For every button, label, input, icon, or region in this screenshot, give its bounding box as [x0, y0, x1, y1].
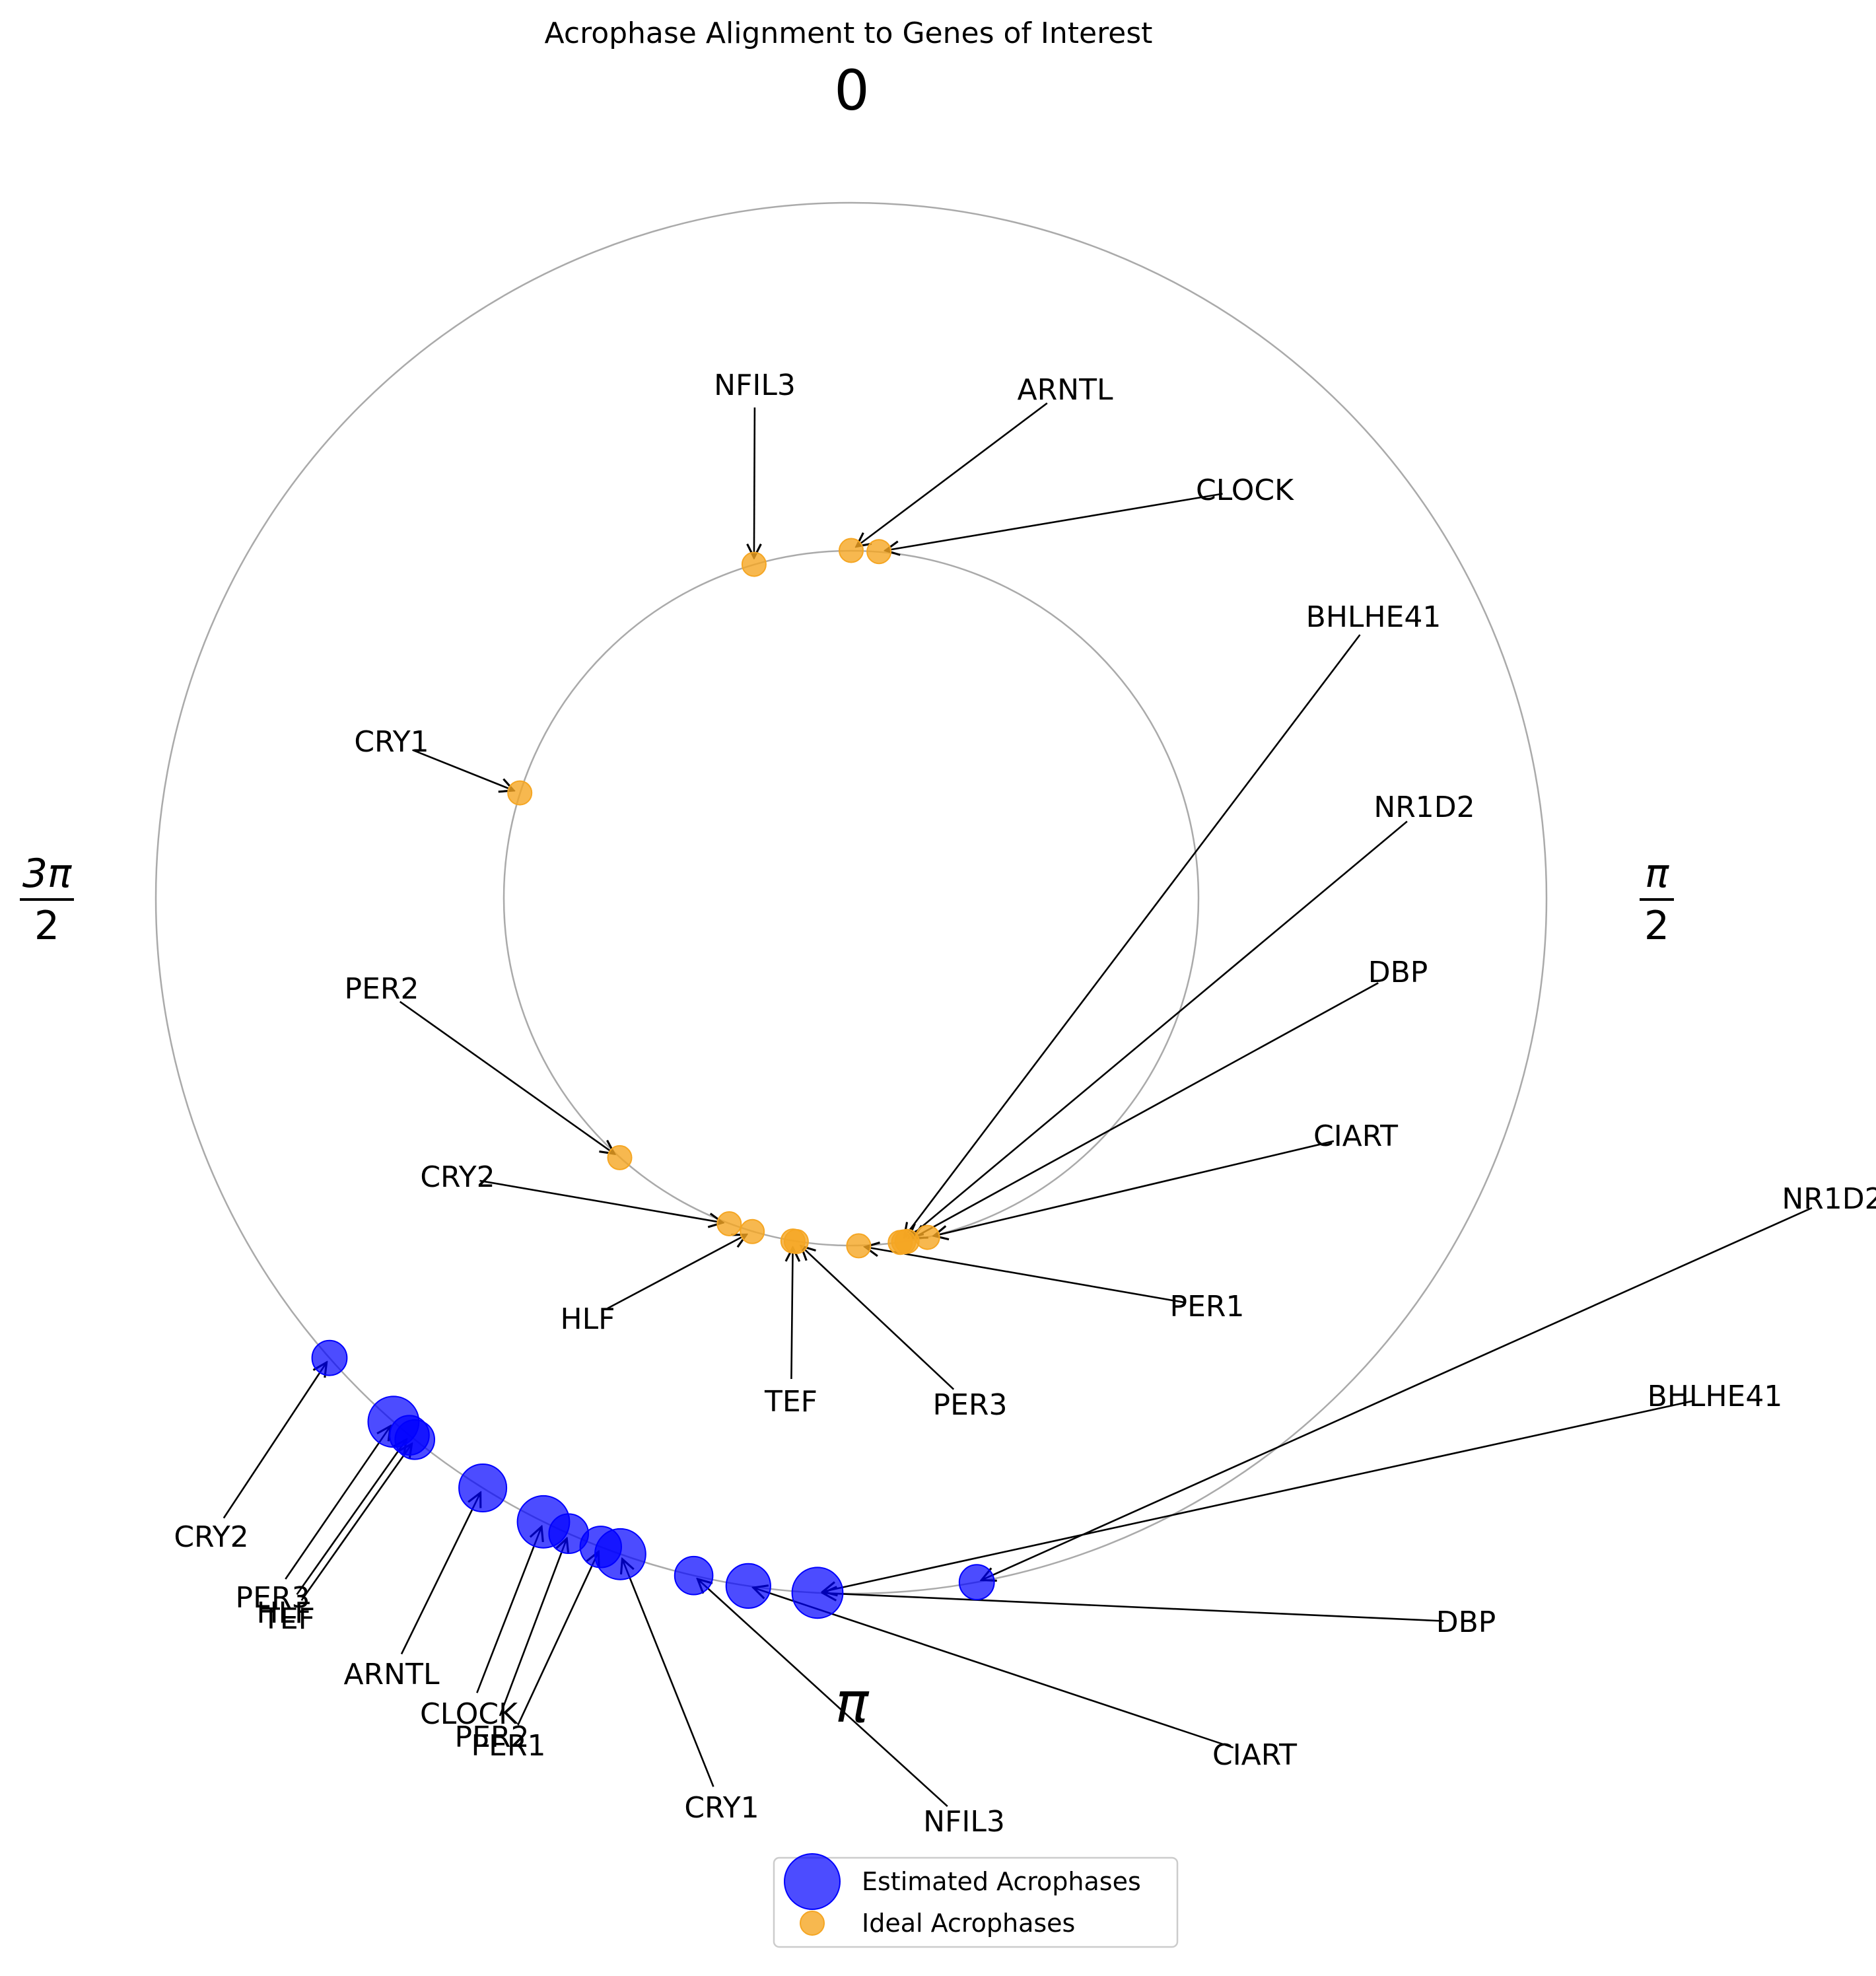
- ideal-arrow-dbp: [913, 982, 1379, 1238]
- estimated-point-cry1: [594, 1528, 646, 1580]
- angle-label-top: 0: [834, 58, 869, 123]
- ideal-label-per2: PER2: [345, 972, 419, 1006]
- annotation-layer: NFIL3 ARNTLCLOCKBHLHE41NR1D2DBPCIARTPER1P…: [174, 369, 1876, 1839]
- estimated-point-cry2: [311, 1339, 348, 1376]
- estimated-arrow-cry1: [622, 1559, 714, 1787]
- legend-label-ideal: Ideal Acrophases: [862, 1909, 1075, 1938]
- estimated-point-nfil3: [674, 1555, 714, 1596]
- ideal-point-clock: [866, 539, 892, 565]
- legend: Estimated Acrophases Ideal Acrophases: [773, 1853, 1179, 1948]
- estimated-label-bhlhe41: BHLHE41: [1648, 1380, 1783, 1413]
- ideal-point-ciart: [915, 1224, 940, 1250]
- ideal-point-hlf: [740, 1218, 765, 1244]
- ideal-label-cry1: CRY1: [354, 725, 429, 759]
- ideal-arrow-nr1d2: [909, 820, 1408, 1238]
- chart-title: Acrophase Alignment to Genes of Interest: [545, 17, 1153, 50]
- legend-item-estimated: Estimated Acrophases: [784, 1853, 1141, 1910]
- estimated-arrow-ciart: [753, 1588, 1234, 1749]
- estimated-label-arntl: ARNTL: [344, 1658, 440, 1691]
- ideal-point-nfil3: [741, 551, 767, 577]
- ideal-point-cry2: [716, 1211, 742, 1236]
- estimated-point-nr1d2: [958, 1564, 995, 1601]
- estimated-arrow-dbp: [823, 1593, 1444, 1622]
- angle-label-right-den: 2: [1644, 903, 1669, 949]
- ideal-series: [507, 538, 940, 1259]
- estimated-arrow-per2: [499, 1539, 567, 1716]
- estimated-arrow-tef: [300, 1444, 412, 1601]
- angle-label-left-num: 3π: [22, 851, 72, 897]
- legend-item-ideal: Ideal Acrophases: [800, 1909, 1075, 1938]
- estimated-arrow-nr1d2: [982, 1207, 1813, 1580]
- estimated-label-ciart: CIART: [1212, 1738, 1297, 1772]
- legend-label-estimated: Estimated Acrophases: [862, 1867, 1141, 1896]
- ideal-point-dbp: [894, 1228, 920, 1254]
- estimated-arrow-per1: [517, 1552, 598, 1726]
- angle-label-right-num: π: [1645, 851, 1669, 897]
- ideal-arrow-nfil3: [754, 407, 755, 558]
- angle-label-bottom: π: [835, 1670, 870, 1735]
- estimated-label-hlf: HLF: [257, 1596, 312, 1630]
- angle-label-left: 3π 2: [20, 851, 74, 949]
- ideal-arrow-arntl: [856, 402, 1048, 546]
- ideal-label-ciart: CIART: [1313, 1119, 1398, 1153]
- ideal-arrow-per2: [399, 1001, 615, 1154]
- estimated-label-per3: PER3: [236, 1581, 310, 1615]
- ideal-label-bhlhe41: BHLHE41: [1306, 600, 1442, 634]
- estimated-label-per2: PER2: [455, 1720, 530, 1754]
- ideal-point-arntl: [839, 538, 864, 563]
- ideal-arrow-per3: [801, 1246, 955, 1390]
- ideal-label-hlf: HLF: [561, 1302, 615, 1336]
- estimated-label-cry2: CRY2: [174, 1520, 248, 1554]
- estimated-arrow-per3: [285, 1426, 390, 1580]
- estimated-point-ciart: [725, 1563, 771, 1609]
- angle-label-right: π 2: [1640, 851, 1674, 949]
- estimated-label-clock: CLOCK: [420, 1697, 518, 1731]
- estimated-point-dbp: [791, 1567, 844, 1619]
- legend-frame: [773, 1856, 1179, 1948]
- ideal-point-cry1: [507, 780, 533, 806]
- ideal-arrow-tef: [791, 1248, 792, 1380]
- estimated-arrow-hlf: [296, 1440, 407, 1595]
- ideal-label-per3: PER3: [933, 1388, 1008, 1422]
- ideal-label-nr1d2: NR1D2: [1373, 791, 1475, 824]
- ideal-label-tef: TEF: [764, 1385, 817, 1419]
- ideal-label-per1: PER1: [1170, 1290, 1245, 1323]
- estimated-label-dbp: DBP: [1436, 1606, 1496, 1639]
- estimated-label-tef: TEF: [261, 1602, 315, 1636]
- legend-marker-ideal: [800, 1911, 825, 1936]
- estimated-label-nr1d2: NR1D2: [1782, 1182, 1876, 1216]
- estimated-point-tef: [394, 1419, 436, 1460]
- estimated-arrow-nfil3: [698, 1579, 948, 1808]
- inner-circle: [503, 549, 1200, 1247]
- ideal-label-clock: CLOCK: [1196, 474, 1294, 507]
- estimated-series: [311, 1339, 995, 1619]
- estimated-label-cry1: CRY1: [684, 1791, 759, 1825]
- ideal-point-per3: [783, 1228, 809, 1254]
- estimated-arrow-bhlhe41: [823, 1400, 1694, 1592]
- estimated-arrow-clock: [476, 1527, 541, 1693]
- estimated-arrow-arntl: [400, 1493, 481, 1655]
- ideal-arrow-clock: [886, 493, 1223, 551]
- estimated-arrow-cry2: [223, 1362, 327, 1519]
- estimated-label-per1: PER1: [471, 1729, 546, 1763]
- ideal-point-per1: [846, 1233, 872, 1259]
- ideal-label-dbp: DBP: [1368, 956, 1428, 989]
- ideal-label-nfil3: NFIL3: [714, 369, 796, 402]
- angle-label-left-den: 2: [34, 903, 59, 949]
- ideal-arrow-cry1: [412, 749, 514, 791]
- ideal-arrow-cry2: [479, 1180, 723, 1223]
- ideal-arrow-per1: [865, 1247, 1185, 1304]
- outer-circle: [155, 201, 1548, 1595]
- estimated-point-arntl: [458, 1464, 508, 1512]
- ideal-arrow-ciart: [934, 1140, 1335, 1236]
- ideal-arrow-bhlhe41: [904, 634, 1361, 1237]
- ideal-point-per2: [607, 1145, 633, 1170]
- legend-marker-estimated: [784, 1853, 841, 1910]
- ideal-label-cry2: CRY2: [420, 1160, 495, 1194]
- ideal-arrow-hlf: [607, 1234, 746, 1310]
- estimated-label-nfil3: NFIL3: [923, 1805, 1005, 1839]
- ideal-label-arntl: ARNTL: [1018, 373, 1113, 407]
